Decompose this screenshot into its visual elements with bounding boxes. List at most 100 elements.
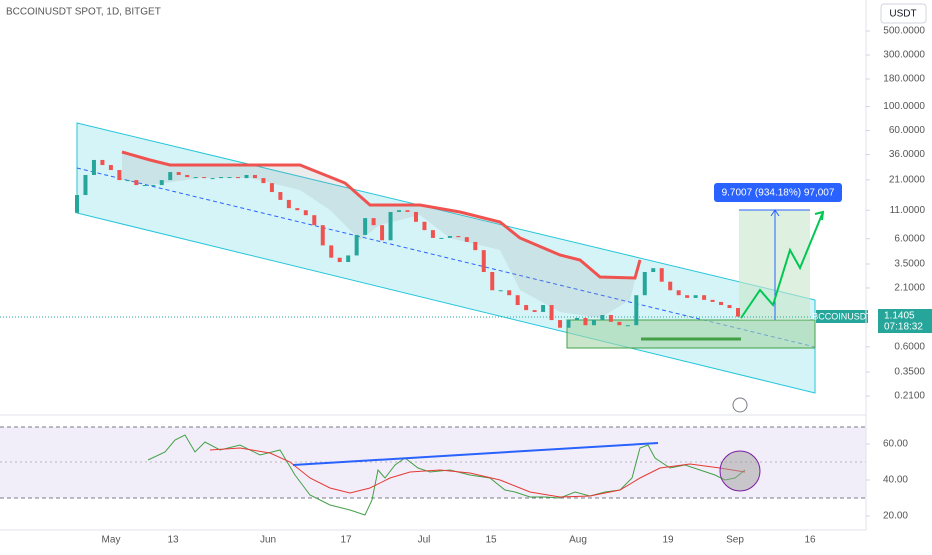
candle <box>252 174 257 179</box>
date-label: Sep <box>726 535 744 546</box>
price-tick-label: 300.0000 <box>883 50 925 61</box>
candle <box>278 192 283 200</box>
candle <box>515 295 520 306</box>
candle <box>600 315 605 321</box>
rsi-tick-label: 60.00 <box>883 439 908 450</box>
candle <box>134 180 139 186</box>
candle <box>388 211 393 241</box>
candle <box>397 210 402 212</box>
candle <box>244 174 249 179</box>
candle <box>329 245 334 258</box>
candle <box>371 218 376 226</box>
price-tag-countdown: 07:18:32 <box>884 322 923 333</box>
date-label: 16 <box>804 535 816 546</box>
rsi-tick-label: 40.00 <box>883 475 908 486</box>
candle <box>693 295 698 298</box>
candle <box>303 210 308 216</box>
candle <box>159 180 164 186</box>
candle <box>710 299 715 302</box>
candle <box>295 208 300 211</box>
price-tick-label: 0.6000 <box>894 341 925 352</box>
candle <box>261 178 266 184</box>
price-tick-label: 0.3500 <box>894 367 925 378</box>
candle <box>125 180 130 182</box>
price-tick-label: 11.0000 <box>890 205 926 216</box>
date-label: 19 <box>662 535 674 546</box>
forecast-arrowhead <box>814 210 825 221</box>
candle <box>202 177 207 179</box>
price-tick-label: 0.2100 <box>894 391 925 402</box>
candle <box>549 305 554 321</box>
candle <box>642 272 647 296</box>
candle <box>142 185 147 187</box>
date-label: Aug <box>569 535 587 546</box>
candle <box>168 172 173 181</box>
price-tick-label: 180.0000 <box>883 74 925 85</box>
candle <box>320 225 325 246</box>
price-tick-label: 3.5000 <box>894 259 925 270</box>
price-tick-label: 500.0000 <box>883 26 925 37</box>
candle <box>617 321 622 326</box>
candle <box>117 170 122 181</box>
price-tick-label: 6.0000 <box>894 233 925 244</box>
trend-fill <box>122 152 640 318</box>
candle <box>405 210 410 212</box>
candle <box>100 159 105 166</box>
price-tick-label: 60.0000 <box>889 125 926 136</box>
events-icon[interactable] <box>732 397 748 413</box>
candle <box>413 211 418 222</box>
projection-label-box <box>714 183 842 202</box>
candle <box>591 320 596 326</box>
candle <box>269 183 274 193</box>
candle <box>75 195 79 213</box>
candle <box>498 290 503 292</box>
date-label: Jul <box>418 535 431 546</box>
candle <box>108 165 113 171</box>
candle <box>532 310 537 312</box>
candle <box>685 295 690 298</box>
candle <box>727 305 732 309</box>
candle <box>541 305 546 312</box>
candle <box>702 295 707 300</box>
rsi-highlight <box>719 450 761 492</box>
price-tick-label: 36.0000 <box>889 149 926 160</box>
candle <box>574 317 579 321</box>
candle <box>227 177 232 179</box>
candle <box>736 308 740 317</box>
candle <box>625 325 630 327</box>
candle <box>481 250 486 273</box>
support-zone <box>566 319 816 349</box>
candle <box>608 315 613 322</box>
rsi-tick-label: 20.00 <box>883 511 908 522</box>
rsi-divergence-line <box>292 442 659 466</box>
supertrend-line <box>121 150 642 280</box>
projection-label: 9.7007 (934.18%) 97,007 <box>722 188 835 199</box>
channel-midline <box>76 167 816 348</box>
price-tag <box>878 309 932 333</box>
candle <box>676 290 681 296</box>
candle <box>464 237 469 242</box>
candle <box>219 177 224 179</box>
candle <box>286 199 291 209</box>
currency-button[interactable] <box>880 3 927 24</box>
candle <box>151 185 156 187</box>
candle <box>193 177 198 179</box>
candle <box>668 281 673 291</box>
rsi-line <box>147 434 746 516</box>
candle <box>558 320 563 328</box>
candle <box>236 177 241 179</box>
candle <box>363 218 368 235</box>
date-label: 13 <box>167 535 179 546</box>
candle <box>490 272 495 291</box>
date-label: Jun <box>260 535 276 546</box>
candle <box>312 215 317 226</box>
candle <box>176 172 181 175</box>
price-tick-label: 2.1000 <box>894 283 925 294</box>
rsi-ma-line <box>209 447 746 498</box>
date-label: May <box>102 535 121 546</box>
candle <box>430 230 435 238</box>
candle <box>659 268 664 282</box>
date-label: 17 <box>340 535 352 546</box>
candle <box>439 237 444 239</box>
